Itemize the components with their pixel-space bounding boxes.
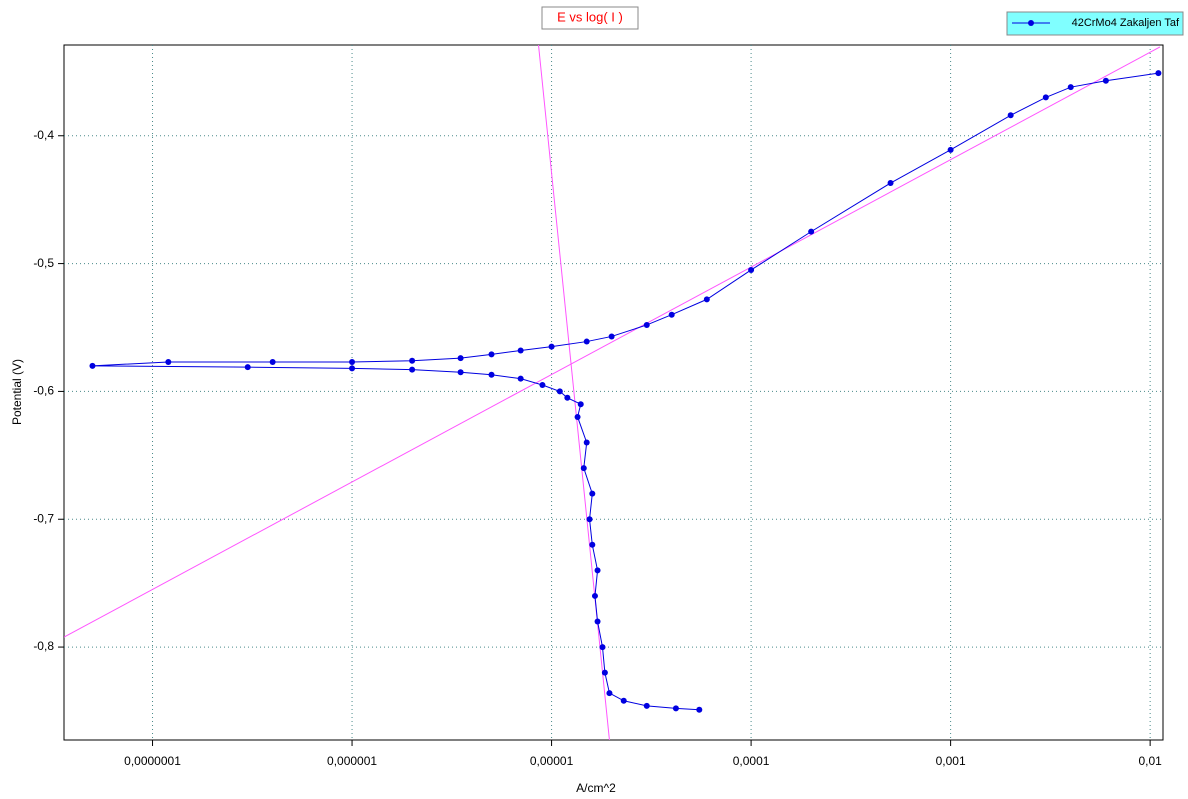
data-point — [601, 669, 608, 676]
data-point — [586, 516, 593, 523]
data-point — [620, 697, 627, 704]
legend — [1006, 11, 1184, 36]
data-point — [808, 228, 815, 235]
data-point — [409, 357, 416, 364]
data-point — [89, 362, 96, 369]
data-point — [577, 401, 584, 408]
data-point — [703, 296, 710, 303]
data-point — [589, 541, 596, 548]
tafel-line — [64, 46, 1161, 638]
data-point — [564, 394, 571, 401]
y-tick-label: -0,5 — [33, 256, 54, 270]
x-tick-label: 0,01 — [1138, 754, 1162, 768]
data-point — [269, 359, 276, 366]
data-point — [643, 321, 650, 328]
y-tick-label: -0,6 — [33, 384, 54, 398]
title-box — [541, 6, 639, 30]
y-tick-label: -0,7 — [33, 511, 54, 525]
data-point — [606, 690, 613, 697]
y-tick-label: -0,4 — [33, 128, 54, 142]
data-point — [1067, 84, 1074, 91]
data-point — [548, 343, 555, 350]
data-point — [599, 644, 606, 651]
data-point — [539, 382, 546, 389]
x-tick-label: 0,000001 — [327, 754, 377, 768]
data-point — [349, 365, 356, 372]
data-point — [583, 439, 590, 446]
data-point — [583, 338, 590, 345]
data-point — [643, 702, 650, 709]
data-point — [488, 351, 495, 358]
data-point — [457, 369, 464, 376]
data-point — [556, 388, 563, 395]
data-point — [409, 366, 416, 373]
data-point — [608, 333, 615, 340]
data-point — [574, 413, 581, 420]
chart-title: E vs log( I ) — [557, 9, 623, 24]
data-point — [947, 146, 954, 153]
legend-marker — [1028, 20, 1034, 26]
data-point — [580, 465, 587, 472]
y-axis-label: Potential (V) — [10, 359, 24, 425]
y-tick-label: -0,8 — [33, 639, 54, 653]
legend-label: 42CrMo4 Zakaljen Taf — [1072, 17, 1180, 29]
x-tick-label: 0,00001 — [530, 754, 574, 768]
data-point — [591, 592, 598, 599]
data-point — [672, 705, 679, 712]
data-point — [589, 490, 596, 497]
data-point — [748, 266, 755, 273]
data-point — [1155, 70, 1162, 77]
data-point — [517, 347, 524, 354]
data-point — [887, 180, 894, 187]
data-point — [244, 364, 251, 371]
x-tick-label: 0,0001 — [733, 754, 770, 768]
data-point — [696, 706, 703, 713]
data-point — [594, 567, 601, 574]
data-point — [457, 355, 464, 362]
data-point — [1007, 112, 1014, 119]
data-point — [1102, 77, 1109, 84]
data-point — [1042, 94, 1049, 101]
data-point — [165, 359, 172, 366]
data-point — [517, 375, 524, 382]
x-tick-label: 0,0000001 — [124, 754, 181, 768]
data-point — [349, 359, 356, 366]
data-point — [594, 618, 601, 625]
x-tick-label: 0,001 — [936, 754, 966, 768]
x-axis-label: A/cm^2 — [576, 781, 616, 795]
data-point — [488, 371, 495, 378]
plot-frame — [63, 44, 1164, 741]
data-point — [668, 311, 675, 318]
